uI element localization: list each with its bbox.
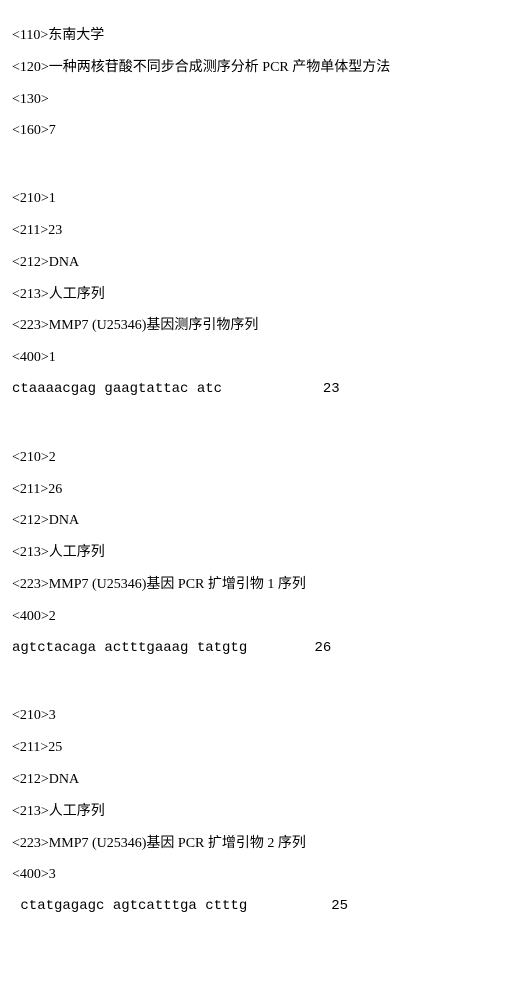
- field-130: <130>: [12, 88, 493, 112]
- field-211: <211>26: [12, 478, 493, 502]
- sequence-line: ctaaaacgag gaagtattac atc 23: [12, 378, 493, 402]
- block-gap: [12, 151, 493, 179]
- field-211: <211>25: [12, 736, 493, 760]
- block-gap: [12, 668, 493, 696]
- field-211: <211>23: [12, 219, 493, 243]
- field-212: <212>DNA: [12, 251, 493, 275]
- field-400: <400>3: [12, 863, 493, 887]
- sequence-length: 23: [323, 381, 340, 397]
- field-120: <120>一种两核苷酸不同步合成测序分析 PCR 产物单体型方法: [12, 56, 493, 80]
- sequence-spacer: [247, 898, 331, 914]
- field-223: <223>MMP7 (U25346)基因 PCR 扩增引物 1 序列: [12, 573, 493, 597]
- block-gap: [12, 410, 493, 438]
- field-223: <223>MMP7 (U25346)基因测序引物序列: [12, 314, 493, 338]
- field-110: <110>东南大学: [12, 24, 493, 48]
- sequence-line: agtctacaga actttgaaag tatgtg 26: [12, 637, 493, 661]
- field-210: <210>3: [12, 704, 493, 728]
- field-210: <210>1: [12, 187, 493, 211]
- field-400: <400>2: [12, 605, 493, 629]
- sequence-text: agtctacaga actttgaaag tatgtg: [12, 640, 247, 656]
- field-400: <400>1: [12, 346, 493, 370]
- sequence-length: 25: [331, 898, 348, 914]
- sequence-spacer: [222, 381, 323, 397]
- field-213: <213>人工序列: [12, 541, 493, 565]
- field-212: <212>DNA: [12, 768, 493, 792]
- field-160: <160>7: [12, 119, 493, 143]
- sequence-line: ctatgagagc agtcatttga ctttg 25: [12, 895, 493, 919]
- sequence-spacer: [247, 640, 314, 656]
- field-223: <223>MMP7 (U25346)基因 PCR 扩增引物 2 序列: [12, 832, 493, 856]
- sequence-length: 26: [314, 640, 331, 656]
- sequence-text: ctatgagagc agtcatttga ctttg: [12, 898, 247, 914]
- field-212: <212>DNA: [12, 509, 493, 533]
- field-210: <210>2: [12, 446, 493, 470]
- field-213: <213>人工序列: [12, 283, 493, 307]
- field-213: <213>人工序列: [12, 800, 493, 824]
- sequence-text: ctaaaacgag gaagtattac atc: [12, 381, 222, 397]
